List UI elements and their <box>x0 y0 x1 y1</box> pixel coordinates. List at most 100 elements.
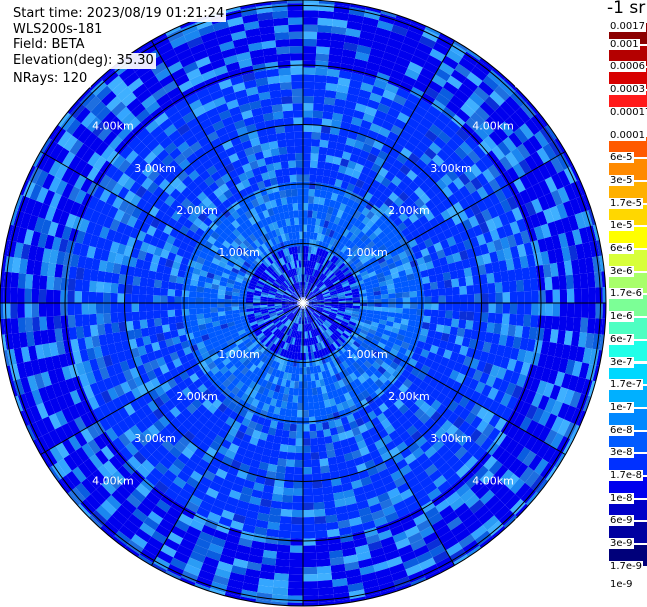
heatmap-cell <box>479 372 490 385</box>
heatmap-cell <box>420 247 430 257</box>
heatmap-cell <box>315 544 330 553</box>
heatmap-cell <box>374 109 388 121</box>
heatmap-cell <box>549 205 562 222</box>
heatmap-cell <box>439 239 450 250</box>
heatmap-cell <box>315 327 321 335</box>
heatmap-cell <box>475 340 485 352</box>
heatmap-cell <box>310 276 315 284</box>
heatmap-cell <box>486 272 495 284</box>
heatmap-cell <box>482 410 495 424</box>
heatmap-cell <box>341 482 353 492</box>
heatmap-cell <box>323 104 335 113</box>
heatmap-cell <box>75 362 86 376</box>
heatmap-cell <box>309 304 318 306</box>
heatmap-cell <box>384 83 399 95</box>
heatmap-cell <box>315 271 321 279</box>
heatmap-cell <box>266 434 275 443</box>
heatmap-cell <box>330 310 338 315</box>
heatmap-cell <box>478 451 492 466</box>
heatmap-cell <box>338 203 347 212</box>
heatmap-cell <box>255 519 269 529</box>
heatmap-cell <box>321 118 333 127</box>
heatmap-cell <box>147 400 159 413</box>
heatmap-cell <box>425 199 436 211</box>
heatmap-cell <box>202 493 216 506</box>
heatmap-cell <box>395 170 407 181</box>
heatmap-cell <box>223 331 232 338</box>
heatmap-cell <box>297 395 303 403</box>
heatmap-cell <box>538 290 546 303</box>
heatmap-cell <box>289 304 297 307</box>
heatmap-cell <box>276 330 283 338</box>
heatmap-cell <box>508 458 523 474</box>
heatmap-cell <box>500 393 512 407</box>
heatmap-cell <box>346 183 356 193</box>
heatmap-cell <box>585 257 595 274</box>
heatmap-cell <box>103 282 112 293</box>
heatmap-cell <box>336 387 344 397</box>
heatmap-cell <box>359 446 370 457</box>
heatmap-cell <box>492 215 503 229</box>
heatmap-cell <box>330 33 346 43</box>
heatmap-cell <box>320 275 327 282</box>
heatmap-cell <box>392 240 402 250</box>
heatmap-cell <box>464 136 479 151</box>
heatmap-cell <box>262 447 272 457</box>
heatmap-cell <box>271 326 278 334</box>
heatmap-cell <box>98 417 112 432</box>
heatmap-cell <box>436 347 446 357</box>
heatmap-cell <box>347 86 361 97</box>
heatmap-cell <box>323 292 331 297</box>
heatmap-cell <box>334 599 351 605</box>
heatmap-cell <box>395 292 403 299</box>
heatmap-cell <box>197 414 209 426</box>
heatmap-cell <box>61 407 74 423</box>
heatmap-cell <box>406 325 415 333</box>
heatmap-cell <box>441 186 454 199</box>
heatmap-cell <box>180 397 192 409</box>
heatmap-cell <box>182 314 191 322</box>
heatmap-cell <box>61 327 71 341</box>
heatmap-cell <box>391 569 408 582</box>
heatmap-cell <box>419 153 432 166</box>
heatmap-cell <box>464 181 477 195</box>
heatmap-cell <box>251 489 263 499</box>
heatmap-cell <box>239 439 250 450</box>
heatmap-cell <box>126 539 144 555</box>
heatmap-cell <box>315 422 324 431</box>
heatmap-cell <box>374 439 386 450</box>
heatmap-cell <box>221 327 230 334</box>
heatmap-cell <box>384 44 401 57</box>
heatmap-cell <box>316 280 323 288</box>
heatmap-cell <box>130 437 144 452</box>
heatmap-cell <box>220 439 232 450</box>
heatmap-cell <box>79 349 90 363</box>
heatmap-cell <box>183 376 194 387</box>
heatmap-cell <box>106 441 120 456</box>
heatmap-cell <box>228 342 238 350</box>
heatmap-cell <box>504 494 521 510</box>
heatmap-cell <box>177 452 190 465</box>
heatmap-cell <box>373 290 382 296</box>
heatmap-cell <box>602 287 606 303</box>
heatmap-cell <box>344 167 355 177</box>
heatmap-cell <box>353 140 365 150</box>
heatmap-cell <box>156 499 171 513</box>
heatmap-cell <box>345 303 353 306</box>
heatmap-cell <box>338 234 346 244</box>
heatmap-cell <box>304 289 307 297</box>
heatmap-cell <box>245 328 254 336</box>
heatmap-cell <box>442 228 454 240</box>
heatmap-cell <box>378 280 387 287</box>
heatmap-cell <box>407 319 416 327</box>
heatmap-cell <box>436 317 446 326</box>
heatmap-cell <box>437 310 446 318</box>
heatmap-cell <box>224 306 232 312</box>
heatmap-cell <box>126 329 136 341</box>
heatmap-cell <box>369 123 382 134</box>
heatmap-cell <box>223 369 233 379</box>
heatmap-cell <box>347 436 357 446</box>
heatmap-cell <box>320 356 327 365</box>
heatmap-cell <box>42 432 56 450</box>
heatmap-cell <box>382 542 398 555</box>
